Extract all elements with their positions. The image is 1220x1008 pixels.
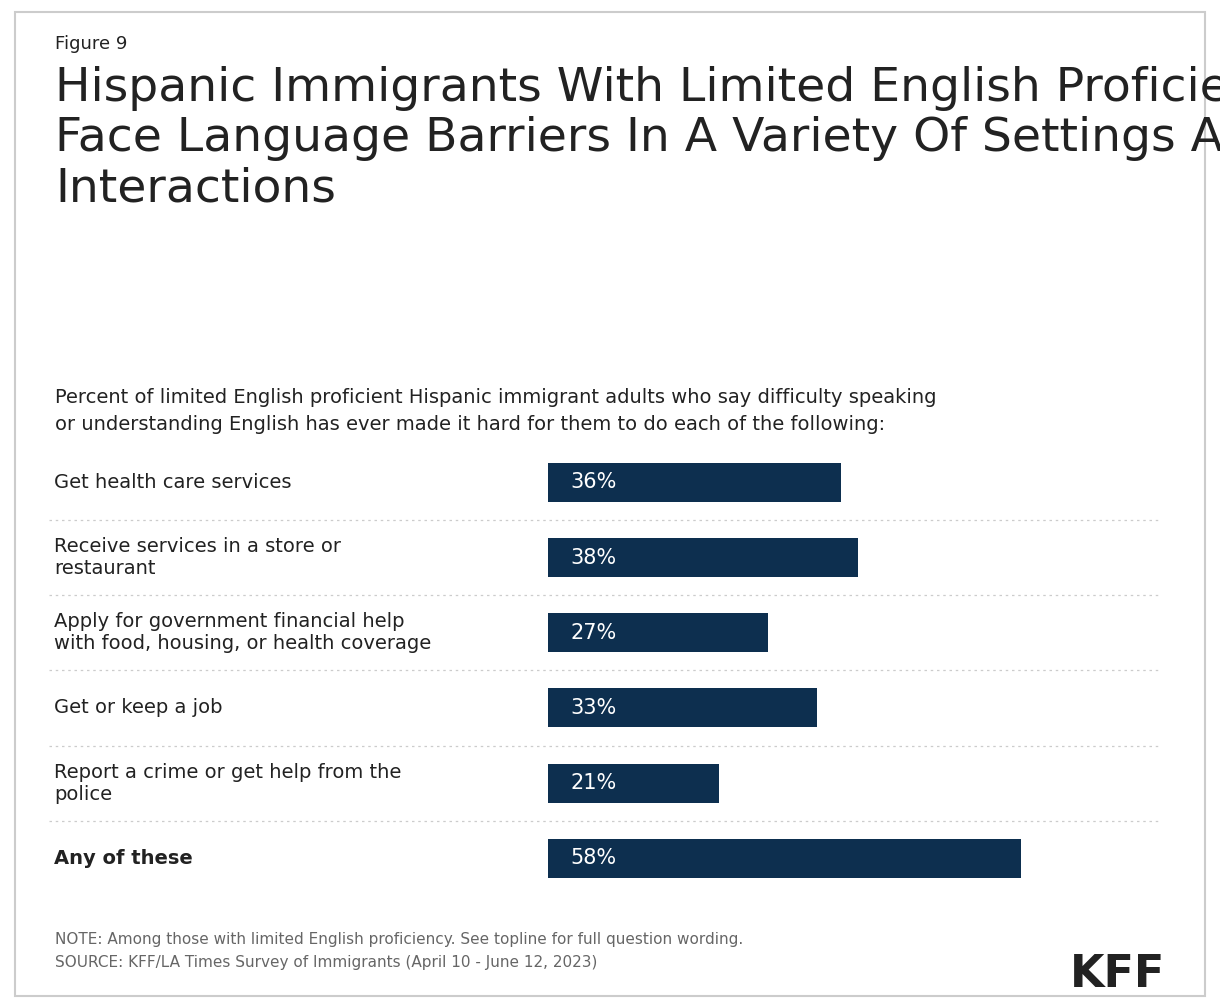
Bar (549, 764, 720, 802)
Text: 38%: 38% (571, 547, 617, 568)
Text: Get or keep a job: Get or keep a job (55, 699, 223, 718)
Text: NOTE: Among those with limited English proficiency. See topline for full questio: NOTE: Among those with limited English p… (55, 932, 743, 970)
Text: Hispanic Immigrants With Limited English Proficiency
Face Language Barriers In A: Hispanic Immigrants With Limited English… (55, 66, 1220, 211)
Text: 27%: 27% (571, 623, 617, 643)
Text: KFF: KFF (1070, 953, 1165, 996)
Text: Apply for government financial help
with food, housing, or health coverage: Apply for government financial help with… (55, 612, 432, 653)
Bar (549, 688, 817, 728)
Text: 21%: 21% (571, 773, 617, 793)
Bar (549, 538, 858, 577)
Bar (549, 463, 842, 502)
Bar (549, 613, 769, 652)
Text: Figure 9: Figure 9 (55, 35, 127, 53)
Text: Receive services in a store or
restaurant: Receive services in a store or restauran… (55, 537, 342, 578)
Text: 58%: 58% (571, 849, 617, 868)
Text: Percent of limited English proficient Hispanic immigrant adults who say difficul: Percent of limited English proficient Hi… (55, 388, 937, 433)
Text: Any of these: Any of these (55, 849, 193, 868)
Bar (549, 839, 1021, 878)
Text: 33%: 33% (571, 698, 617, 718)
Text: Report a crime or get help from the
police: Report a crime or get help from the poli… (55, 763, 401, 803)
Text: 36%: 36% (571, 473, 617, 492)
Text: Get health care services: Get health care services (55, 473, 292, 492)
